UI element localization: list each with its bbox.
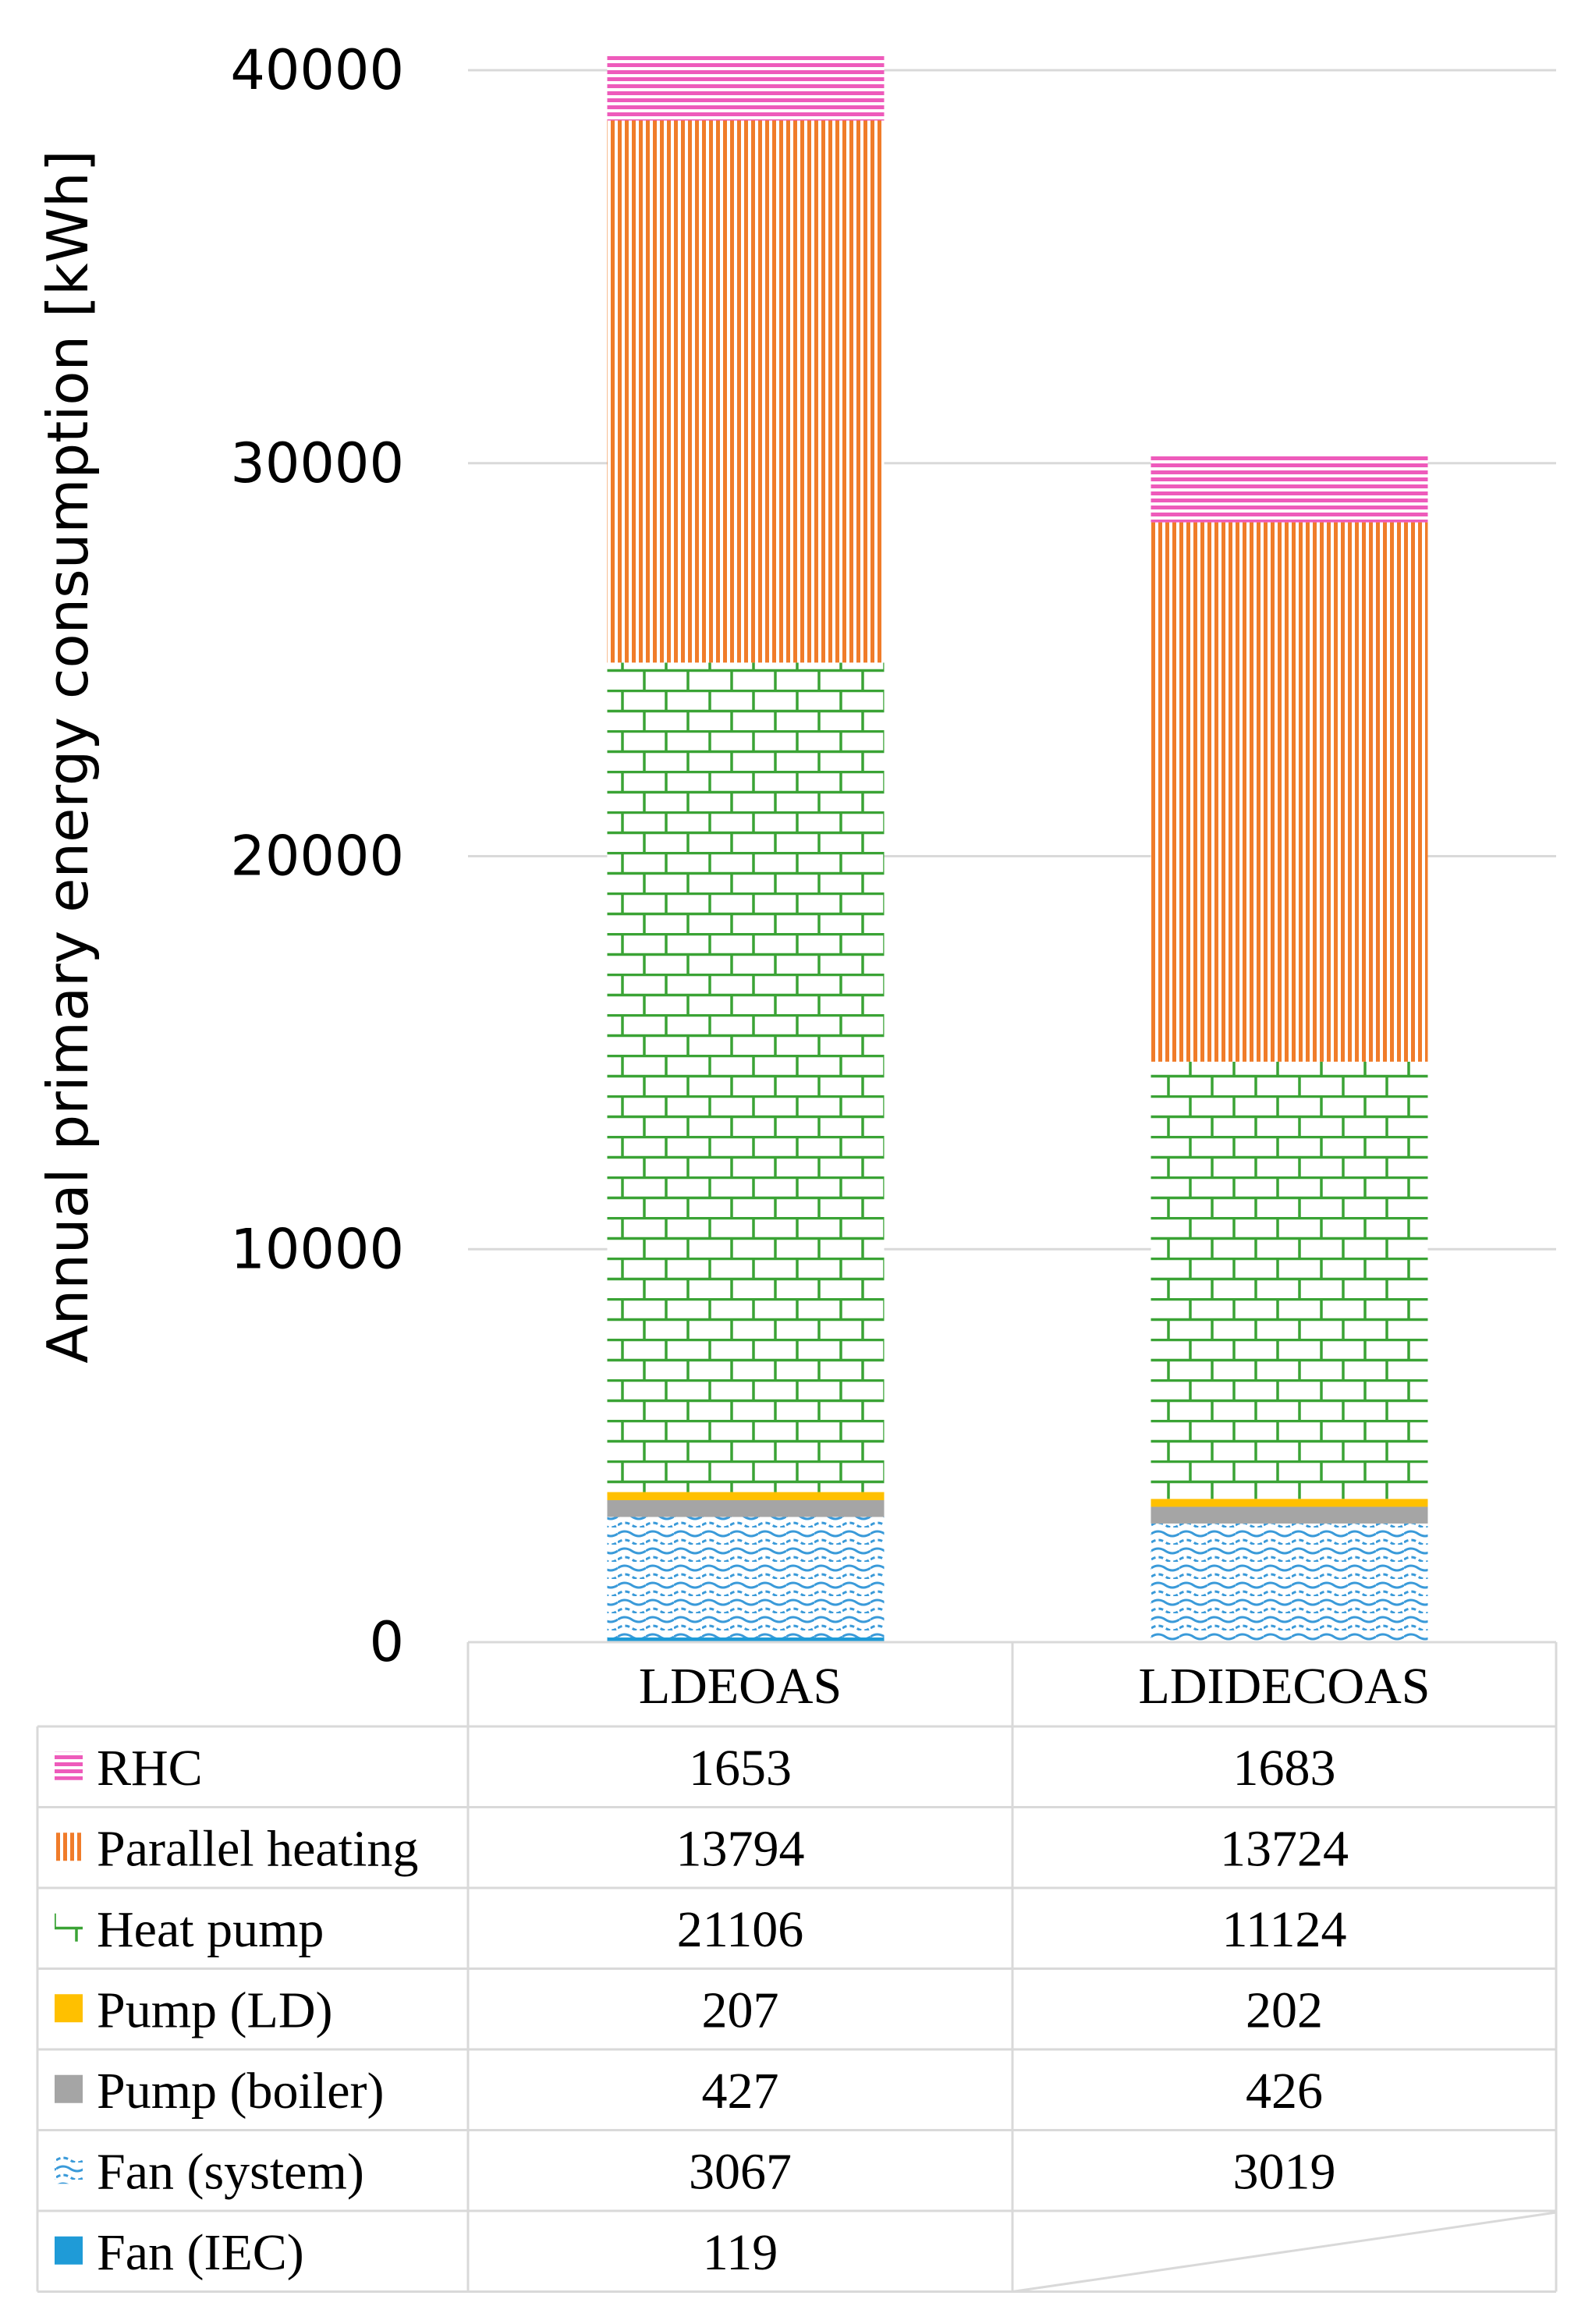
empty-cell-diagonal — [1012, 2211, 1557, 2293]
bar-segment-ldidecoas-rhc — [1151, 456, 1428, 523]
table-value-rhc-ldidecoas: 1683 — [1233, 1740, 1336, 1797]
bar-segment-ldidecoas-fan-system — [1151, 1523, 1428, 1642]
table-value-parallel-heating-ldeoas: 13794 — [676, 1820, 805, 1877]
legend-label-parallel-heating: Parallel heating — [97, 1820, 418, 1877]
bar-segment-ldeoas-fan-iec — [607, 1637, 885, 1642]
legend-swatch-pump-boiler — [55, 2074, 83, 2103]
y-tick-label-40000: 40000 — [230, 38, 404, 102]
table-value-rhc-ldeoas: 1653 — [689, 1740, 792, 1797]
table-value-pump-ld-ldeoas: 207 — [702, 1982, 779, 2038]
table-value-pump-boiler-ldidecoas: 426 — [1246, 2063, 1323, 2120]
legend-label-fan-system: Fan (system) — [97, 2143, 364, 2200]
legend-swatch-fan-iec — [55, 2236, 83, 2265]
table-value-fan-iec-ldeoas: 119 — [703, 2224, 778, 2281]
bar-segment-ldeoas-parallel-heating — [607, 120, 885, 663]
legend-swatch-rhc — [55, 1751, 83, 1780]
y-tick-label-20000: 20000 — [230, 825, 404, 889]
data-table: LDEOAS LDIDECOAS RHC 1653 1683 Parallel heati… — [36, 1641, 1558, 2293]
bar-segment-ldeoas-heat-pump — [607, 662, 885, 1492]
table-value-pump-ld-ldidecoas: 202 — [1246, 1982, 1323, 2038]
table-value-parallel-heating-ldidecoas: 13724 — [1220, 1820, 1349, 1877]
legend-label-heat-pump: Heat pump — [97, 1901, 324, 1958]
legend-label-pump-boiler: Pump (boiler) — [97, 2063, 384, 2120]
legend-swatch-fan-system — [55, 2155, 83, 2184]
y-tick-label-10000: 10000 — [230, 1217, 404, 1281]
bar-segment-ldeoas-pump-boiler — [607, 1499, 885, 1517]
table-header-ldidecoas: LDIDECOAS — [1139, 1658, 1431, 1715]
legend-label-rhc: RHC — [97, 1740, 203, 1797]
legend-label-fan-iec: Fan (IEC) — [97, 2224, 304, 2281]
table-value-fan-system-ldidecoas: 3019 — [1233, 2143, 1336, 2200]
legend-swatch-heat-pump — [55, 1913, 83, 1942]
bar-segment-ldidecoas-pump-boiler — [1151, 1506, 1428, 1524]
y-tick-label-0: 0 — [369, 1610, 404, 1674]
table-value-heat-pump-ldidecoas: 11124 — [1221, 1901, 1346, 1958]
y-axis-title: Annual primary energy consumption [kWh] — [35, 150, 101, 1363]
bar-segment-ldeoas-rhc — [607, 55, 885, 121]
table-value-heat-pump-ldeoas: 21106 — [677, 1901, 804, 1958]
table-header-ldeoas: LDEOAS — [639, 1658, 842, 1715]
table-value-pump-boiler-ldeoas: 427 — [702, 2063, 779, 2120]
bar-segment-ldeoas-fan-system — [607, 1517, 885, 1638]
bar-segment-ldidecoas-parallel-heating — [1151, 522, 1428, 1062]
y-tick-label-30000: 30000 — [230, 431, 404, 495]
legend-swatch-pump-ld — [55, 1994, 83, 2023]
bar-segment-ldidecoas-pump-ld — [1151, 1499, 1428, 1507]
bar-segment-ldeoas-pump-ld — [607, 1492, 885, 1500]
bar-segment-ldidecoas-heat-pump — [1151, 1061, 1428, 1499]
y-axis-ticks: 0 10000 20000 30000 40000 — [230, 38, 404, 1674]
legend-swatch-parallel-heating — [55, 1833, 83, 1861]
legend-label-pump-ld: Pump (LD) — [97, 1982, 332, 2038]
table-value-fan-system-ldeoas: 3067 — [689, 2143, 792, 2200]
bars — [607, 55, 1428, 1642]
